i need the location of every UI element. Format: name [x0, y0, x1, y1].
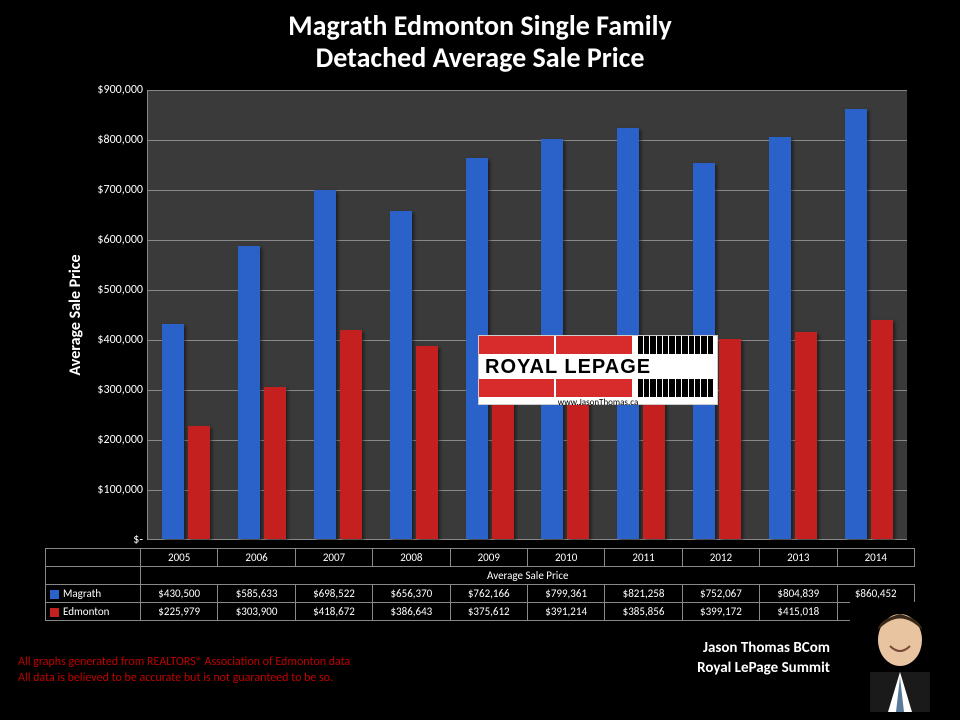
table-header-year: 2008: [373, 549, 450, 567]
table-header-year: 2011: [605, 549, 682, 567]
table-cell: $752,067: [682, 585, 759, 603]
bar-edmonton: [871, 320, 893, 539]
byline-name: Jason Thomas BCom: [697, 639, 830, 659]
table-cell: $430,500: [141, 585, 218, 603]
bar-magrath: [617, 128, 639, 539]
table-cell: $804,839: [760, 585, 837, 603]
bar-group: [831, 90, 907, 539]
table-cell: $375,612: [450, 603, 527, 621]
table-cell: $698,522: [295, 585, 372, 603]
bar-groups: [148, 90, 907, 539]
table-cell: $762,166: [450, 585, 527, 603]
table-header-year: 2014: [837, 549, 914, 567]
byline: Jason Thomas BCom Royal LePage Summit: [697, 639, 830, 678]
legend-swatch: [50, 590, 59, 599]
plot-area: ROYAL LEPAGE www.JasonThomas.ca: [147, 90, 907, 540]
bar-edmonton: [340, 330, 362, 539]
y-tick-label: $700,000: [73, 183, 143, 197]
bar-group: [603, 90, 679, 539]
bar-group: [376, 90, 452, 539]
table-cell: $225,979: [141, 603, 218, 621]
table-cell: $385,856: [605, 603, 682, 621]
table-row: Edmonton$225,979$303,900$418,672$386,643…: [46, 603, 915, 621]
bar-group: [224, 90, 300, 539]
bar-group: [300, 90, 376, 539]
disclaimer-line1: All graphs generated from REALTORS® Asso…: [18, 654, 350, 670]
chart-title: Magrath Edmonton Single Family Detached …: [0, 0, 960, 74]
bar-magrath: [314, 190, 336, 539]
y-tick-label: $100,000: [73, 483, 143, 497]
x-axis-label: Average Sale Price: [141, 567, 915, 585]
values-table: 2005200620072008200920102011201220132014…: [45, 548, 915, 621]
bar-group: [755, 90, 831, 539]
chart-title-line2: Detached Average Sale Price: [0, 42, 960, 74]
bar-magrath: [390, 211, 412, 539]
byline-brokerage: Royal LePage Summit: [697, 659, 830, 679]
royal-lepage-logo: ROYAL LEPAGE www.JasonThomas.ca: [478, 335, 718, 405]
bar-magrath: [769, 137, 791, 539]
series-label: Magrath: [46, 585, 141, 603]
table-cell: $418,672: [295, 603, 372, 621]
table-row: Magrath$430,500$585,633$698,522$656,370$…: [46, 585, 915, 603]
y-tick-label: $300,000: [73, 383, 143, 397]
bar-edmonton: [719, 339, 741, 539]
bar-group: [452, 90, 528, 539]
bar-magrath: [162, 324, 184, 539]
y-tick-label: $-: [73, 533, 143, 547]
y-axis-ticks: $-$100,000$200,000$300,000$400,000$500,0…: [73, 90, 143, 540]
y-tick-label: $200,000: [73, 433, 143, 447]
table-cell: $303,900: [218, 603, 295, 621]
y-tick-label: $800,000: [73, 133, 143, 147]
table-cell: $585,633: [218, 585, 295, 603]
disclaimer-line2: All data is believed to be accurate but …: [18, 670, 350, 686]
bar-edmonton: [416, 346, 438, 539]
table-cell: $391,214: [527, 603, 604, 621]
disclaimer-text: All graphs generated from REALTORS® Asso…: [18, 654, 350, 686]
table-cell: $386,643: [373, 603, 450, 621]
legend-swatch: [50, 608, 59, 617]
bar-group: [679, 90, 755, 539]
bar-edmonton: [795, 332, 817, 540]
author-photo: [850, 602, 950, 712]
chart-area: Average Sale Price $-$100,000$200,000$30…: [45, 90, 915, 540]
y-tick-label: $900,000: [73, 83, 143, 97]
table-header-year: 2009: [450, 549, 527, 567]
table-header-year: 2010: [527, 549, 604, 567]
table-cell: $656,370: [373, 585, 450, 603]
y-tick-label: $600,000: [73, 233, 143, 247]
logo-url-text: www.JasonThomas.ca: [479, 397, 717, 408]
y-tick-label: $500,000: [73, 283, 143, 297]
table-cell: $415,018: [760, 603, 837, 621]
table-header-year: 2005: [141, 549, 218, 567]
table-header-year: 2006: [218, 549, 295, 567]
table-row-years: 2005200620072008200920102011201220132014: [46, 549, 915, 567]
bar-group: [148, 90, 224, 539]
table-header-year: 2013: [760, 549, 837, 567]
table-row-xlabel: Average Sale Price: [46, 567, 915, 585]
bar-magrath: [238, 246, 260, 539]
bar-group: [528, 90, 604, 539]
table-cell: $821,258: [605, 585, 682, 603]
table-header-year: 2012: [682, 549, 759, 567]
chart-title-line1: Magrath Edmonton Single Family: [0, 10, 960, 42]
table-header-year: 2007: [295, 549, 372, 567]
table-cell: $399,172: [682, 603, 759, 621]
bar-edmonton: [264, 387, 286, 539]
table-cell: $860,452: [837, 585, 914, 603]
y-tick-label: $400,000: [73, 333, 143, 347]
bar-magrath: [845, 109, 867, 539]
bar-edmonton: [188, 426, 210, 539]
data-table: 2005200620072008200920102011201220132014…: [45, 548, 915, 621]
logo-brand-text: ROYAL LEPAGE: [479, 354, 717, 379]
table-cell: $799,361: [527, 585, 604, 603]
series-label: Edmonton: [46, 603, 141, 621]
